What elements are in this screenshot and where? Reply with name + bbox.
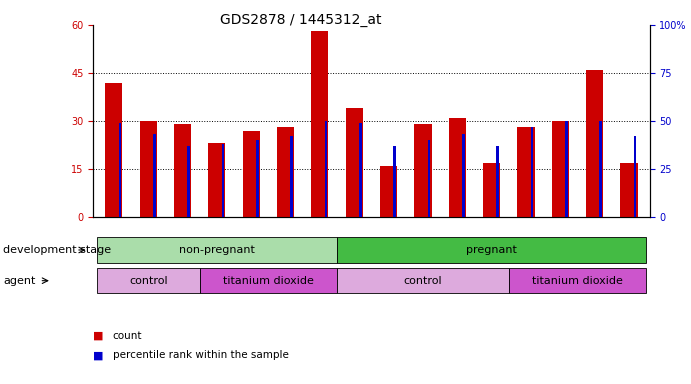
Text: percentile rank within the sample: percentile rank within the sample: [113, 350, 289, 360]
Bar: [551, 121, 569, 217]
Bar: [415, 124, 431, 217]
Bar: [312, 31, 328, 217]
Bar: [325, 121, 328, 217]
FancyBboxPatch shape: [509, 268, 646, 293]
Text: control: control: [404, 276, 442, 286]
Bar: [346, 108, 363, 217]
Text: agent: agent: [3, 276, 36, 286]
Text: count: count: [113, 331, 142, 341]
Bar: [153, 134, 155, 217]
Bar: [208, 143, 225, 217]
Bar: [586, 70, 603, 217]
Text: pregnant: pregnant: [466, 245, 517, 255]
Bar: [187, 146, 190, 217]
Text: titanium dioxide: titanium dioxide: [223, 276, 314, 286]
Bar: [518, 127, 535, 217]
Text: non-pregnant: non-pregnant: [179, 245, 255, 255]
Bar: [428, 140, 430, 217]
Bar: [621, 162, 638, 217]
Bar: [290, 136, 293, 217]
FancyBboxPatch shape: [200, 268, 337, 293]
Bar: [174, 124, 191, 217]
Bar: [634, 136, 636, 217]
Bar: [105, 83, 122, 217]
Bar: [483, 162, 500, 217]
Text: ■: ■: [93, 350, 104, 360]
Text: titanium dioxide: titanium dioxide: [532, 276, 623, 286]
Bar: [531, 127, 533, 217]
Bar: [448, 118, 466, 217]
Bar: [222, 144, 225, 217]
Text: development stage: development stage: [3, 245, 111, 255]
Bar: [599, 121, 602, 217]
FancyBboxPatch shape: [337, 268, 509, 293]
Text: control: control: [129, 276, 167, 286]
Bar: [119, 123, 121, 217]
Bar: [277, 127, 294, 217]
Bar: [462, 134, 464, 217]
FancyBboxPatch shape: [337, 237, 646, 263]
Text: GDS2878 / 1445312_at: GDS2878 / 1445312_at: [220, 13, 381, 27]
FancyBboxPatch shape: [97, 268, 200, 293]
Bar: [359, 123, 361, 217]
FancyBboxPatch shape: [97, 237, 337, 263]
Bar: [140, 121, 157, 217]
Bar: [243, 131, 260, 217]
Text: ■: ■: [93, 331, 104, 341]
Bar: [565, 121, 567, 217]
Bar: [380, 166, 397, 217]
Bar: [496, 146, 499, 217]
Bar: [256, 140, 258, 217]
Bar: [393, 146, 396, 217]
